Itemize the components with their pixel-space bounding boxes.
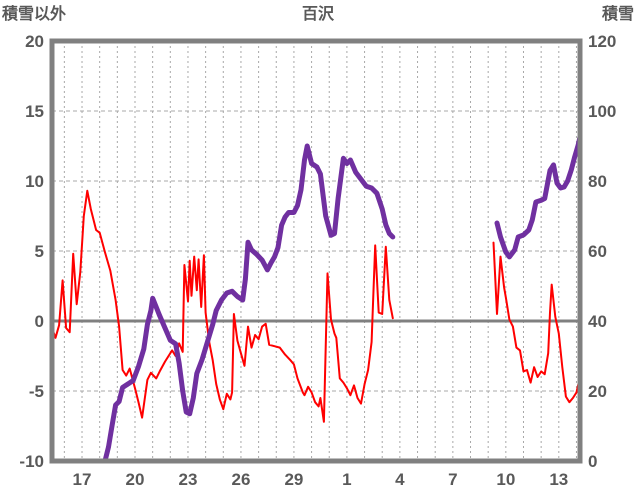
right-axis-title: 積雪 [601,6,634,23]
data-series [49,134,583,464]
x-tick-label: 23 [179,470,198,489]
y-right-tick-label: 0 [588,452,597,471]
y-left-tick-label: 0 [35,312,44,331]
left-axis-title: 積雪以外 [2,6,67,23]
y-right-tick-label: 100 [588,102,616,121]
x-tick-label: 29 [284,470,303,489]
y-right-tick-label: 80 [588,172,607,191]
x-tick-label: 7 [448,470,457,489]
y-left-tick-label: 10 [25,172,44,191]
y-axis-left-tick-labels: 20 15 10 5 0 -5 -10 [19,32,44,471]
x-tick-label: 4 [395,470,405,489]
series-line-red [51,189,394,423]
y-left-tick-label: 20 [25,32,44,51]
x-tick-label: 20 [126,470,145,489]
plot-border [49,38,583,464]
y-left-tick-label: -5 [29,382,44,401]
gridlines [52,41,580,461]
y-right-tick-label: 120 [588,32,616,51]
y-right-tick-label: 20 [588,382,607,401]
y-right-tick-label: 40 [588,312,607,331]
x-tick-label: 13 [549,470,568,489]
y-axis-right-tick-labels: 120 100 80 60 40 20 0 [588,32,616,471]
x-tick-label: 1 [342,470,351,489]
plot-border-rect [49,38,583,464]
series-line-purple [494,134,583,260]
x-tick-label: 17 [73,470,92,489]
y-left-tick-label: 15 [25,102,44,121]
y-left-tick-label: -10 [19,452,44,471]
series-line-red [492,241,581,404]
y-right-tick-label: 60 [588,242,607,261]
series-line-purple [49,143,396,464]
x-tick-label: 26 [231,470,250,489]
x-tick-label: 10 [496,470,515,489]
chart-title: 百沢 [301,6,334,23]
x-axis-tick-labels: 17 20 23 26 29 1 4 7 10 13 [73,470,569,489]
y-left-tick-label: 5 [35,242,44,261]
